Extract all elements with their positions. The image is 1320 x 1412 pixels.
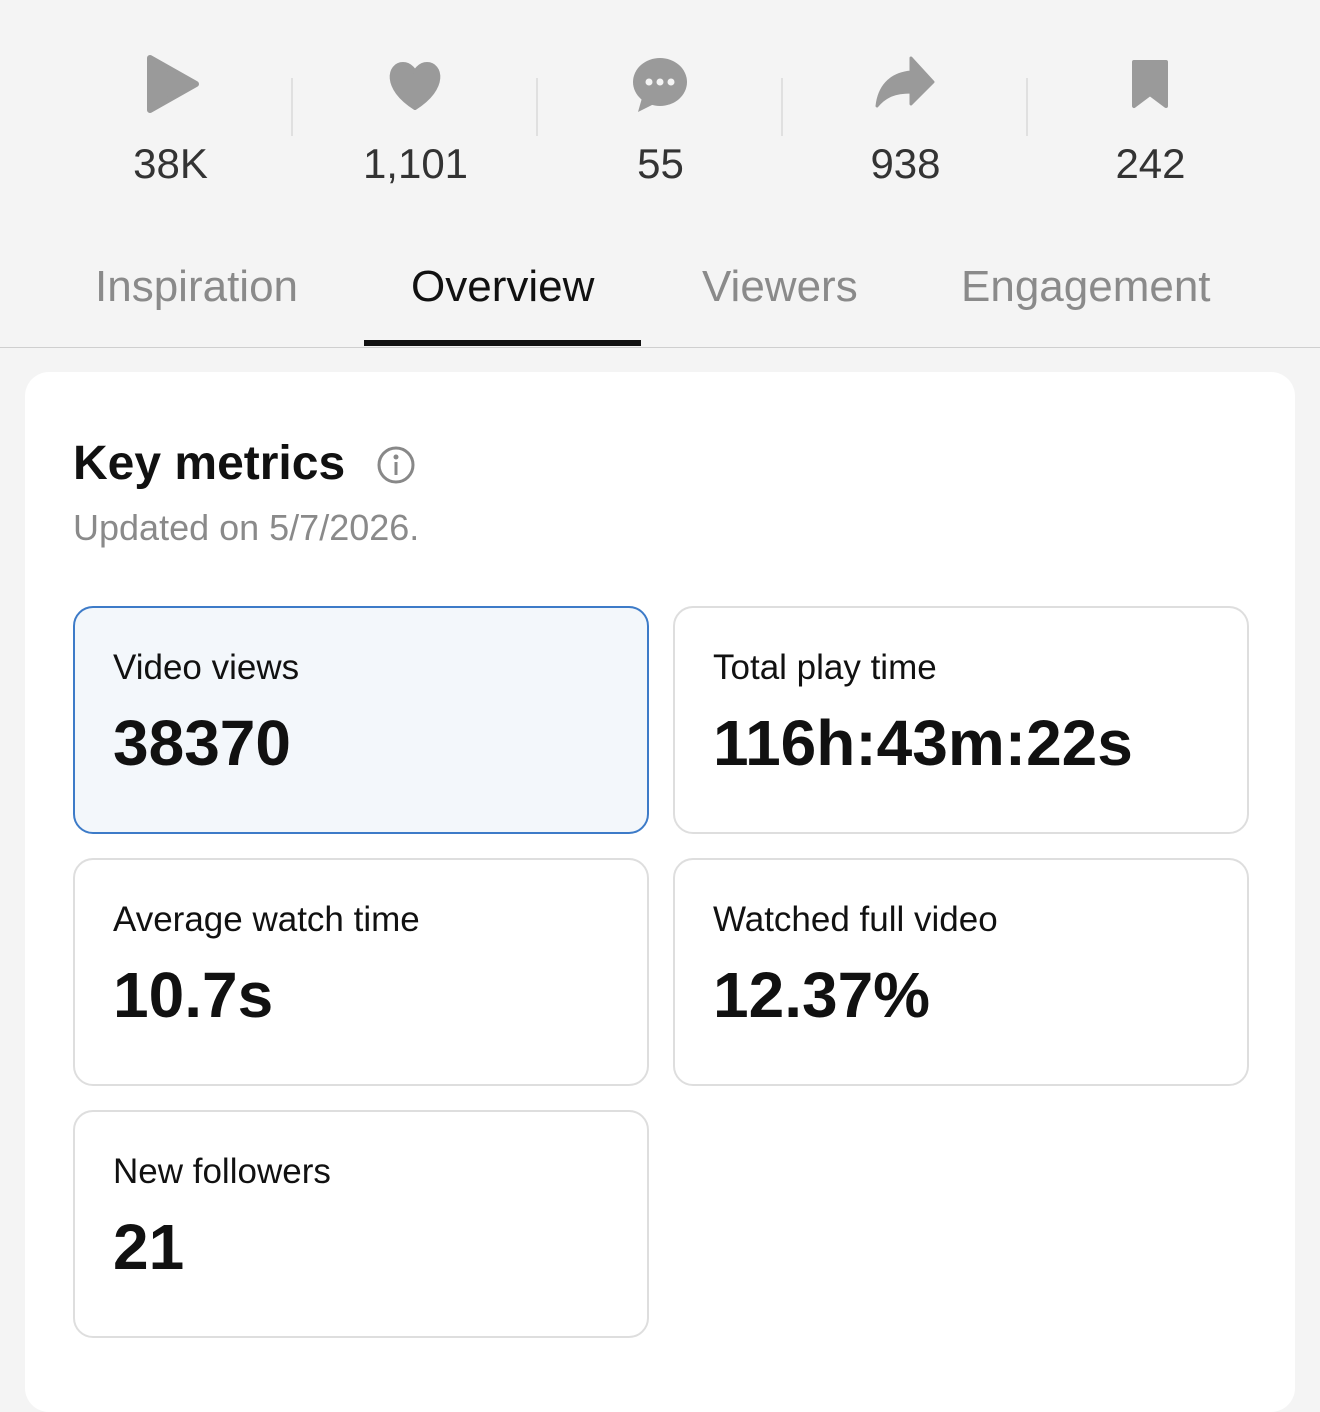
tab-indicator xyxy=(364,340,642,346)
tab[interactable]: Viewers xyxy=(702,262,858,311)
metric-value: 21 xyxy=(113,1211,185,1283)
divider xyxy=(291,78,293,136)
updated-text: Updated on 5/7/2026. xyxy=(73,507,420,548)
shares-icon xyxy=(783,52,1028,116)
metric-value: 116h:43m:22s xyxy=(713,707,1133,779)
metric-card[interactable]: Video views 38370 xyxy=(73,606,649,834)
likes-icon xyxy=(293,52,538,116)
page: 38K 1,101 55 938 242 Inspiration Overvie… xyxy=(0,52,1320,1412)
tab[interactable]: Overview xyxy=(411,262,595,311)
metric-value: 12.37% xyxy=(713,959,931,1031)
stat-value: 1,101 xyxy=(362,140,469,187)
metric-value: 38370 xyxy=(113,707,291,779)
comments-icon xyxy=(538,52,783,116)
metric-card[interactable]: Total play time 116h:43m:22s xyxy=(673,606,1249,834)
section-title: Key metrics xyxy=(73,437,346,490)
metric-value: 10.7s xyxy=(113,959,274,1031)
tab[interactable]: Engagement xyxy=(961,262,1211,311)
stat-value: 38K xyxy=(133,140,208,187)
divider xyxy=(536,78,538,136)
metric-label: Video views xyxy=(113,648,300,687)
saves-icon xyxy=(1028,52,1273,116)
metric-label: New followers xyxy=(113,1152,331,1191)
metric-card[interactable]: New followers 21 xyxy=(73,1110,649,1338)
divider xyxy=(781,78,783,136)
metric-card[interactable]: Average watch time 10.7s xyxy=(73,858,649,1086)
metric-card[interactable]: Watched full video 12.37% xyxy=(673,858,1249,1086)
divider xyxy=(1026,78,1028,136)
info-icon[interactable] xyxy=(376,445,416,485)
tab-border xyxy=(0,347,1320,348)
tab[interactable]: Inspiration xyxy=(95,262,299,311)
metric-label: Average watch time xyxy=(113,900,420,939)
stat-value: 242 xyxy=(1115,140,1186,187)
metric-label: Watched full video xyxy=(713,900,998,939)
metric-label: Total play time xyxy=(713,648,937,687)
stat-value: 55 xyxy=(637,140,684,187)
views-icon xyxy=(48,52,293,116)
stat-value: 938 xyxy=(870,140,941,187)
